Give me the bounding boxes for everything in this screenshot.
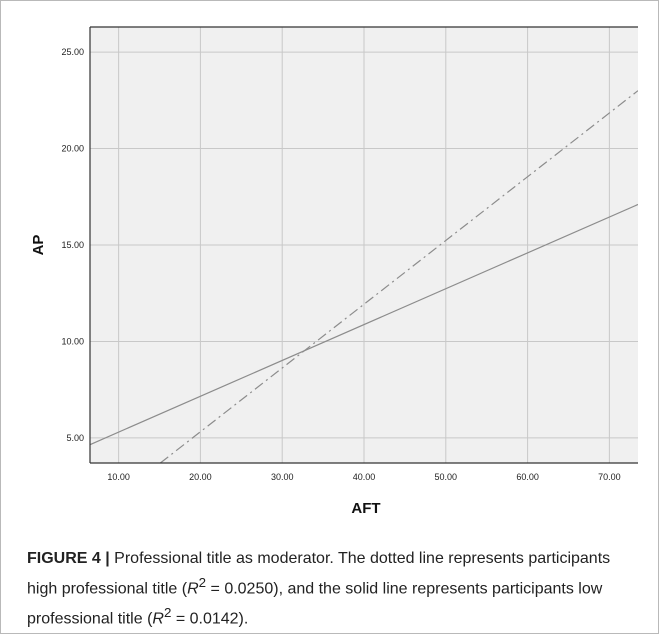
dash-dot-line	[159, 90, 638, 463]
caption-label: FIGURE 4 |	[27, 550, 110, 567]
y-tick-label-4: 25.00	[61, 47, 84, 57]
x-tick-label-2: 30.00	[271, 472, 294, 482]
x-tick-label-5: 60.00	[516, 472, 539, 482]
axes	[89, 26, 638, 464]
x-tick-label-6: 70.00	[598, 472, 621, 482]
caption-r2-superscript: 2	[163, 605, 172, 621]
grid	[90, 27, 638, 463]
caption-r2-value: = 0.0142).	[171, 610, 249, 628]
y-tick-label-3: 20.00	[61, 144, 84, 154]
chart: 10.00 20.00 30.00 40.00 50.00 60.00 70.00 5.00 1…	[30, 26, 638, 517]
caption-r1-symbol: R	[187, 580, 199, 598]
x-tick-label-4: 50.00	[435, 472, 458, 482]
caption-r1-superscript: 2	[198, 575, 207, 590]
solid-line	[90, 203, 638, 446]
x-tick-label-3: 40.00	[353, 472, 376, 482]
y-axis-title: AP	[30, 235, 47, 256]
caption-r1-value: = 0.0250), and the solid line represents…	[27, 580, 603, 628]
y-tick-label-2: 15.00	[61, 240, 84, 250]
tick-labels: 10.00 20.00 30.00 40.00 50.00 60.00 70.00 5.00 1…	[61, 47, 620, 482]
y-tick-label-0: 5.00	[66, 433, 84, 443]
x-axis-title: AFT	[351, 500, 380, 517]
y-tick-label-1: 10.00	[61, 336, 84, 346]
caption-r2-symbol: R	[152, 610, 164, 628]
figure-caption: FIGURE 4 | Professional title as moderat…	[27, 547, 637, 632]
x-tick-label-1: 20.00	[189, 472, 212, 482]
series-lines	[90, 90, 638, 463]
caption-text-1: Professional title as moderator. The dot…	[27, 550, 611, 598]
x-tick-label-0: 10.00	[107, 472, 130, 482]
